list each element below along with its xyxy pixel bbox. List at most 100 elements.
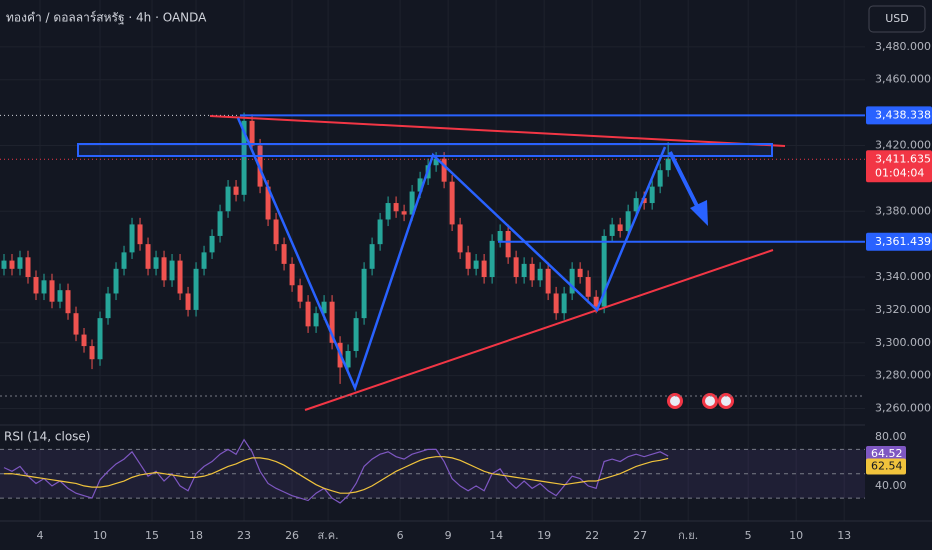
currency-button[interactable] — [868, 5, 926, 33]
rsi-badge — [866, 458, 906, 475]
x-tick-label: ก.ย. — [678, 529, 698, 542]
x-tick-label: 23 — [237, 529, 251, 542]
candle-body — [401, 211, 407, 215]
candle-body — [417, 178, 423, 192]
candle-body — [97, 318, 103, 360]
y-tick-label: 3,340.000 — [875, 270, 931, 283]
y-tick-label: 3,300.000 — [875, 336, 931, 349]
candle-body — [81, 334, 87, 347]
x-tick-label: 18 — [189, 529, 203, 542]
candle-body — [449, 181, 455, 225]
price-badge-label: 3,411.635 — [875, 152, 931, 165]
y-tick-label: 3,320.000 — [875, 303, 931, 316]
candle-body — [273, 219, 279, 245]
candle-body — [481, 260, 487, 278]
candle-body — [297, 285, 303, 302]
candle-body — [513, 257, 519, 278]
y-tick-label: 3,260.000 — [875, 402, 931, 415]
candle-body — [49, 280, 55, 302]
candle-body — [641, 198, 647, 204]
candle-body — [57, 290, 63, 302]
countdown: 01:04:04 — [875, 166, 924, 179]
candle-body — [169, 260, 175, 281]
candle-body — [329, 301, 335, 343]
candle-body — [617, 224, 623, 231]
candle-body — [433, 158, 439, 166]
candle-body — [345, 351, 351, 368]
candle-body — [177, 260, 183, 294]
candle-body — [585, 277, 591, 297]
candle-body — [385, 203, 391, 220]
rsi-ma-line — [4, 456, 669, 494]
candle-body — [289, 263, 295, 286]
x-tick-label: 26 — [285, 529, 299, 542]
candle-body — [497, 230, 503, 241]
candle-body — [657, 170, 663, 187]
candle-body — [321, 301, 327, 314]
candle-body — [305, 301, 311, 327]
candle-body — [545, 268, 551, 294]
candle-body — [201, 252, 207, 269]
x-tick-label: 10 — [789, 529, 803, 542]
candle-body — [649, 186, 655, 204]
x-tick-label: 15 — [145, 529, 159, 542]
arrow-shaft — [668, 151, 702, 213]
rsi-badge-label: 62.54 — [871, 459, 903, 472]
candle-body — [577, 268, 583, 278]
price-badge-label: 3,438.338 — [875, 108, 931, 121]
candle-body — [153, 257, 159, 269]
candle-body — [73, 313, 79, 335]
candle-body — [377, 219, 383, 245]
candle-body — [65, 290, 71, 314]
candle-body — [121, 252, 127, 269]
candle-body — [465, 252, 471, 269]
candle-body — [281, 244, 287, 264]
resistance-trendline — [209, 115, 786, 147]
candle-body — [369, 244, 375, 269]
rsi-tick-label: 40.00 — [875, 479, 907, 492]
candle-body — [665, 158, 671, 171]
candle-body — [265, 186, 271, 220]
price-badge-label: 3,361.439 — [875, 235, 931, 248]
candle-body — [41, 280, 47, 294]
candle-body — [553, 293, 559, 314]
candle-body — [313, 313, 319, 327]
y-tick-label: 3,380.000 — [875, 204, 931, 217]
resistance-zone — [77, 143, 773, 157]
candle-body — [129, 224, 135, 253]
price-badge — [866, 150, 932, 183]
candle-body — [137, 224, 143, 245]
candle-body — [529, 263, 535, 281]
event-icons — [667, 393, 734, 409]
candle-body — [633, 198, 639, 212]
candle-body — [593, 296, 599, 307]
candle-body — [353, 318, 359, 352]
zigzag — [236, 117, 667, 392]
x-tick-label: 22 — [585, 529, 599, 542]
candle-body — [161, 257, 167, 281]
candle-body — [113, 268, 119, 294]
y-tick-label: 3,480.000 — [875, 40, 931, 53]
price-badge — [866, 106, 932, 125]
candle-body — [233, 186, 239, 195]
candle-body — [489, 240, 495, 278]
x-tick-label: ส.ค. — [318, 529, 339, 542]
candle-body — [457, 224, 463, 253]
candle-body — [569, 268, 575, 294]
rsi-badge-label: 64.52 — [871, 447, 903, 460]
rsi-line — [3, 438, 669, 504]
symbol-title: ทองคำ / ดอลลาร์สหรัฐ · 4h · OANDA — [6, 11, 207, 25]
price-badge — [866, 232, 932, 251]
candle-body — [9, 260, 15, 269]
candle-body — [609, 224, 615, 236]
candle-body — [249, 120, 255, 146]
candle-body — [105, 293, 111, 319]
candle-body — [193, 268, 199, 310]
candle-body — [209, 235, 215, 253]
y-tick-label: 3,460.000 — [875, 73, 931, 86]
currency-label[interactable]: USD — [885, 12, 909, 25]
x-tick-label: 19 — [537, 529, 551, 542]
candle-body — [33, 277, 39, 294]
